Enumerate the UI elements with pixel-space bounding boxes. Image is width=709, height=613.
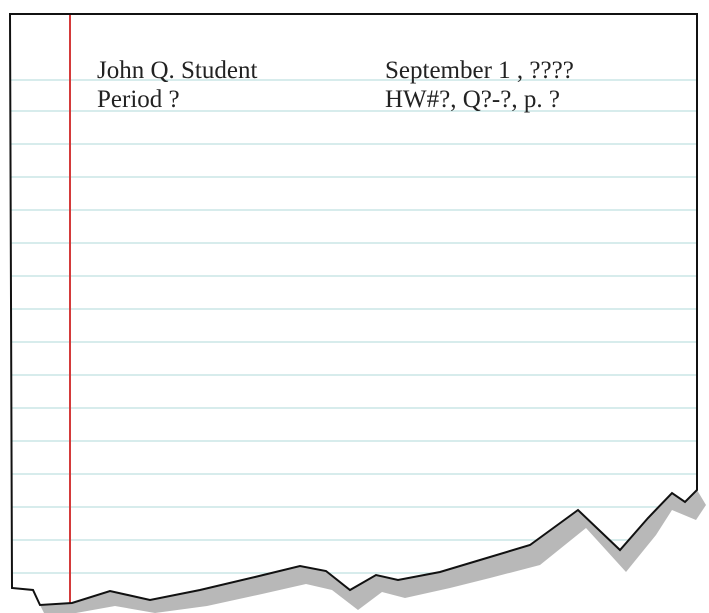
- period: Period ?: [97, 86, 180, 113]
- paper-shadow: [40, 490, 706, 613]
- paper-outline: [8, 13, 698, 607]
- assignment: HW#?, Q?-?, p. ?: [385, 86, 560, 113]
- ruled-lines: [10, 14, 697, 605]
- date: September 1 , ????: [385, 57, 574, 84]
- student-name: John Q. Student: [97, 57, 257, 84]
